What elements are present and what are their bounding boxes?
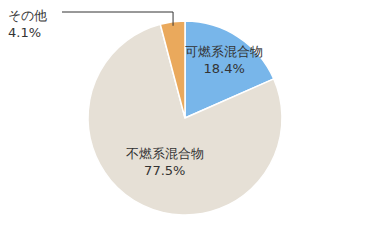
category-label: その他: [8, 8, 47, 23]
value-label: 4.1%: [8, 25, 41, 40]
slice: [88, 24, 282, 215]
value-label: 18.4%: [204, 61, 245, 76]
slices: [88, 21, 282, 215]
chart: 可燃系混合物 18.4% 不燃系混合物 77.5% その他 4.1%: [0, 0, 370, 225]
category-label: 不燃系混合物: [126, 146, 204, 161]
category-label: 可燃系混合物: [185, 44, 263, 59]
leader-line: [62, 12, 173, 26]
slice: [160, 21, 185, 118]
labels: 可燃系混合物 18.4% 不燃系混合物 77.5% その他 4.1%: [8, 8, 263, 178]
value-label: 77.5%: [144, 163, 185, 178]
